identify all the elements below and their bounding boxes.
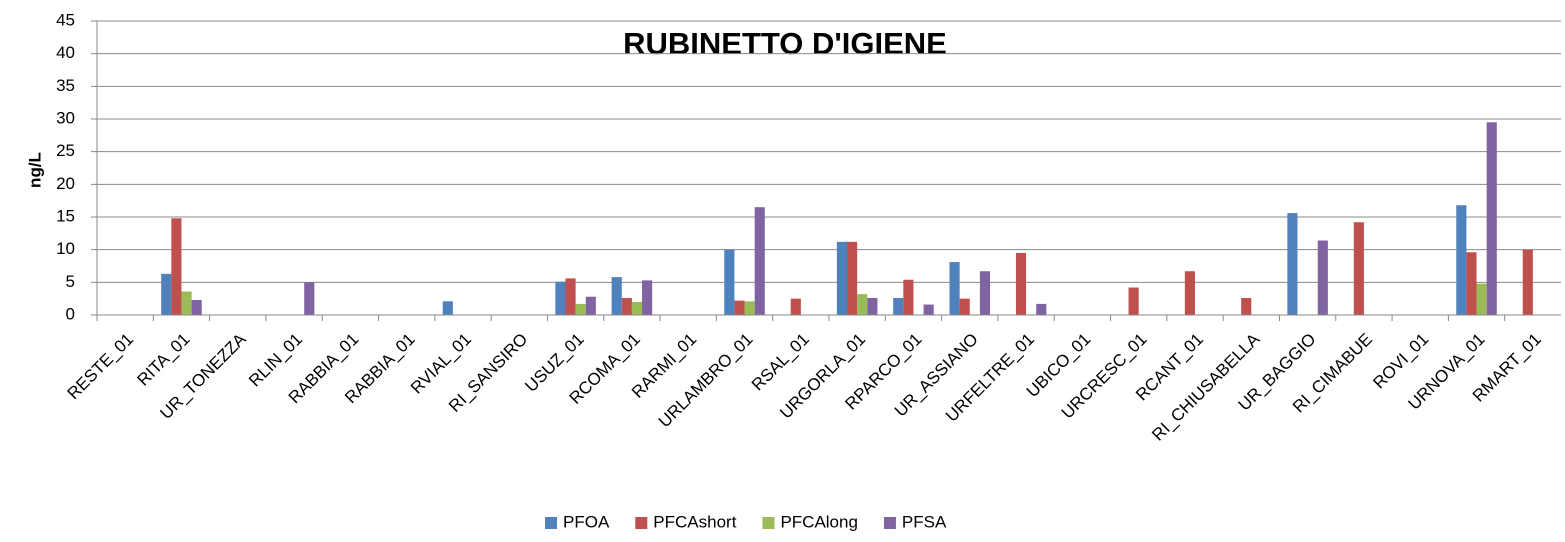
y-tick-label: 15 [56,206,75,225]
legend-label: PFOA [563,512,610,531]
x-tick-label: URLAMBRO_01 [655,330,757,432]
bar [1456,205,1467,315]
bar [161,273,172,315]
bar [442,301,453,315]
legend-swatch [762,517,775,529]
y-axis-label: ng/L [25,152,44,188]
bar [790,298,801,315]
y-tick-label: 30 [56,108,75,127]
bar [1241,298,1252,315]
bar [744,301,755,315]
legend-swatch [545,517,557,529]
y-tick-label: 0 [66,304,75,323]
bar [893,298,904,315]
bar [565,278,576,315]
bar [181,291,192,315]
bar [555,281,566,315]
bar [631,301,643,315]
legend-swatch [635,517,648,529]
bar [575,303,586,315]
bar [1015,252,1027,315]
bar [585,296,596,315]
bar [1486,122,1497,316]
y-tick-label: 25 [56,141,75,160]
y-tick-label: 5 [66,272,75,291]
legend-label: PFCAlong [780,512,857,531]
bar [1353,222,1364,315]
bar [1128,287,1139,315]
bar [754,207,765,315]
bar [724,249,735,315]
bar [171,218,182,315]
legend-label: PFCAshort [653,512,736,531]
bar [1317,240,1328,315]
y-tick-label: 20 [56,174,75,193]
bar [949,262,960,315]
legend-label: PFSA [902,512,947,531]
bar [979,271,991,315]
bar [191,299,202,315]
bar [857,294,868,315]
bar [836,241,848,315]
bar [734,300,745,315]
bar [959,298,970,315]
bar [867,298,878,315]
y-tick-label: 10 [56,239,75,258]
bar [621,298,632,315]
y-tick-label: 40 [56,43,75,62]
bar [1522,249,1533,315]
bar [1466,252,1477,315]
y-tick-label: 45 [56,10,75,29]
bar [903,279,914,315]
bar [611,277,622,315]
y-tick-label: 35 [56,76,75,95]
bar [923,304,934,315]
bar [1287,213,1298,315]
bar [847,241,858,315]
bar [304,282,315,315]
chart-title: RUBINETTO D'IGIENE [623,26,947,61]
x-tick-label: RI_CHIUSABELLA [1148,329,1263,444]
bar [1184,271,1195,315]
bar [1036,303,1047,315]
legend-swatch [883,517,896,529]
x-tick-label: RESTE_01 [64,330,138,404]
bar [642,280,653,315]
bar [1476,283,1487,315]
